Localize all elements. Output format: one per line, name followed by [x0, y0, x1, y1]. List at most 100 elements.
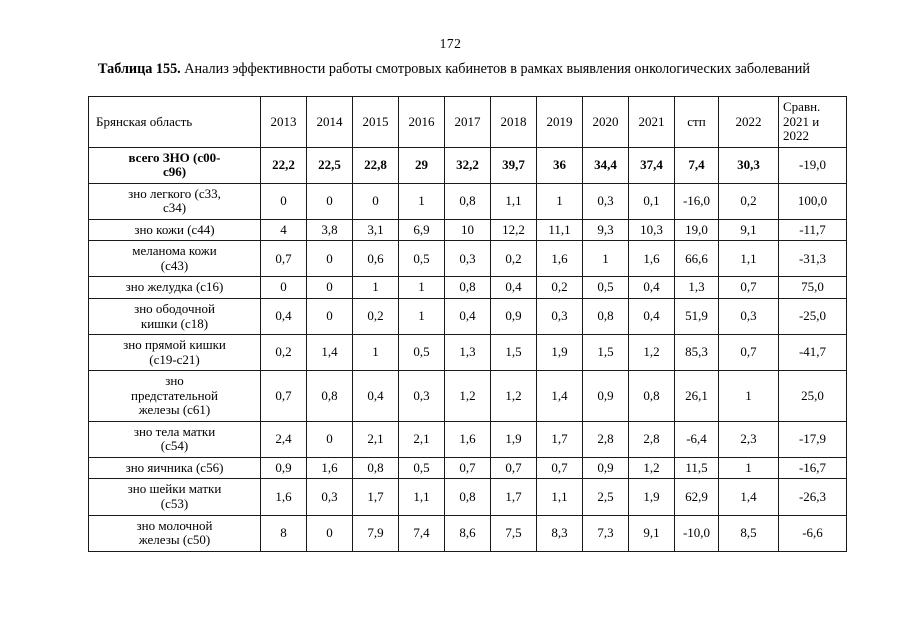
value-cell: 51,9 [674, 298, 719, 336]
value-cell: 22,8 [352, 146, 399, 184]
value-cell: 34,4 [582, 146, 629, 184]
column-header-12: Сравн. 2021 и 2022 [778, 96, 847, 148]
value-cell: 1,4 [306, 334, 353, 372]
value-cell: 30,3 [718, 146, 779, 184]
table-row: всего ЗНО (с00- с96) 22,2 22,5 22,8 29 32,2 39… [88, 146, 847, 184]
value-cell: -11,7 [778, 218, 847, 242]
value-cell: 8,3 [536, 514, 583, 552]
value-cell: 7,9 [352, 514, 399, 552]
value-cell: 1,6 [306, 456, 353, 480]
value-cell: -10,0 [674, 514, 719, 552]
value-cell: 1,5 [490, 334, 537, 372]
value-cell: 8 [260, 514, 307, 552]
value-cell: 6,9 [398, 218, 445, 242]
row-label: зно яичника (с56) [88, 456, 261, 480]
value-cell: 11,5 [674, 456, 719, 480]
value-cell: 1 [398, 276, 445, 300]
value-cell: 2,4 [260, 420, 307, 458]
value-cell: 1 [536, 182, 583, 220]
value-cell: 0,9 [582, 456, 629, 480]
column-header-5: 2017 [444, 96, 491, 148]
value-cell: 1,7 [352, 478, 399, 516]
value-cell: 0,5 [398, 240, 445, 278]
value-cell: 1,1 [398, 478, 445, 516]
value-cell: 0,3 [582, 182, 629, 220]
value-cell: 0,9 [490, 298, 537, 336]
value-cell: 1,1 [490, 182, 537, 220]
value-cell: 0,3 [398, 370, 445, 422]
value-cell: 26,1 [674, 370, 719, 422]
value-cell: 0,2 [490, 240, 537, 278]
value-cell: -6,6 [778, 514, 847, 552]
row-label: меланома кожи (с43) [88, 240, 261, 278]
row-label: всего ЗНО (с00- с96) [88, 146, 261, 184]
value-cell: 1,9 [490, 420, 537, 458]
value-cell: 0,2 [536, 276, 583, 300]
row-label: зно молочной железы (с50) [88, 514, 261, 552]
table-row: зно желудка (с16) 0 0 1 1 0,8 0,4 0,2 0,5 0,4 1,3 0… [88, 276, 847, 300]
value-cell: 0,8 [444, 478, 491, 516]
value-cell: 0,7 [260, 240, 307, 278]
value-cell: 9,1 [628, 514, 675, 552]
value-cell: 0,9 [260, 456, 307, 480]
row-label: зно ободочной кишки (с18) [88, 298, 261, 336]
row-label: зно тела матки (с54) [88, 420, 261, 458]
row-label: зно шейки матки (с53) [88, 478, 261, 516]
value-cell: 3,1 [352, 218, 399, 242]
column-header-9: 2021 [628, 96, 675, 148]
value-cell: 8,6 [444, 514, 491, 552]
value-cell: 29 [398, 146, 445, 184]
row-label: зно предстательной железы (с61) [88, 370, 261, 422]
value-cell: 1,9 [628, 478, 675, 516]
value-cell: 2,5 [582, 478, 629, 516]
table-caption: Таблица 155. Анализ эффективности работы… [98, 61, 850, 77]
value-cell: 39,7 [490, 146, 537, 184]
value-cell: 0 [306, 240, 353, 278]
value-cell: 0,8 [306, 370, 353, 422]
table-row: зно кожи (с44) 4 3,8 3,1 6,9 10 12,2 11,1 9,3 10,… [88, 218, 847, 242]
value-cell: 2,1 [352, 420, 399, 458]
value-cell: 1,6 [536, 240, 583, 278]
table-row: зно молочной железы (с50) 8 0 7,9 7,4 8,6 7,5 8… [88, 514, 847, 552]
value-cell: 1 [398, 182, 445, 220]
value-cell: 2,8 [628, 420, 675, 458]
value-cell: 19,0 [674, 218, 719, 242]
value-cell: 1 [398, 298, 445, 336]
table-row: зно легкого (с33, с34) 0 0 0 1 0,8 1,1 1 0,3 0,1-… [88, 182, 847, 220]
value-cell: 0,9 [582, 370, 629, 422]
value-cell: 0 [306, 276, 353, 300]
table-row: зно прямой кишки (с19-с21) 0,2 1,4 1 0,5 1,3 1… [88, 334, 847, 372]
value-cell: -25,0 [778, 298, 847, 336]
page-number: 172 [439, 36, 462, 51]
value-cell: -41,7 [778, 334, 847, 372]
value-cell: 1,6 [260, 478, 307, 516]
value-cell: 1 [718, 456, 779, 480]
value-cell: 1,6 [628, 240, 675, 278]
row-label: зно прямой кишки (с19-с21) [88, 334, 261, 372]
value-cell: 1,2 [628, 334, 675, 372]
value-cell: 0,3 [444, 240, 491, 278]
value-cell: 10 [444, 218, 491, 242]
value-cell: 1,2 [444, 370, 491, 422]
table-row: меланома кожи (с43) 0,7 0 0,6 0,5 0,3 0,2 1,6 1 1… [88, 240, 847, 278]
value-cell: 0,4 [444, 298, 491, 336]
value-cell: 0,2 [260, 334, 307, 372]
header-row: Брянская область 2013 2014 2015 2016 2017 2018… [88, 96, 847, 148]
value-cell: -16,7 [778, 456, 847, 480]
value-cell: 7,5 [490, 514, 537, 552]
value-cell: 22,2 [260, 146, 307, 184]
column-header-11: 2022 [718, 96, 779, 148]
value-cell: -6,4 [674, 420, 719, 458]
data-table: Брянская область 2013 2014 2015 2016 2017 2018… [88, 96, 847, 552]
value-cell: 1,2 [490, 370, 537, 422]
value-cell: 12,2 [490, 218, 537, 242]
table-row: зно шейки матки (с53) 1,6 0,3 1,7 1,1 0,8 1,7 1… [88, 478, 847, 516]
value-cell: 32,2 [444, 146, 491, 184]
value-cell: 0,3 [718, 298, 779, 336]
value-cell: 0,8 [582, 298, 629, 336]
value-cell: 7,4 [398, 514, 445, 552]
value-cell: 0,3 [536, 298, 583, 336]
value-cell: 8,5 [718, 514, 779, 552]
value-cell: 0,8 [444, 182, 491, 220]
value-cell: 2,1 [398, 420, 445, 458]
